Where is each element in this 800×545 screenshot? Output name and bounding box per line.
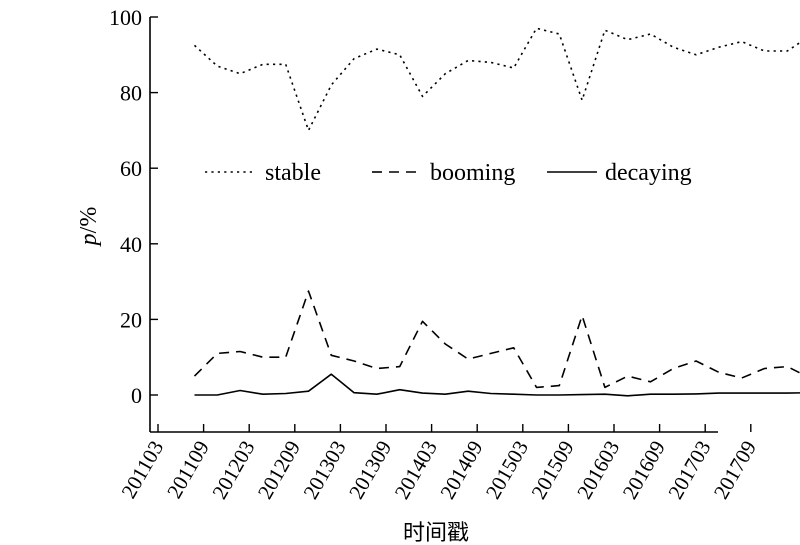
- y-tick-label: 100: [109, 5, 142, 30]
- legend-label-booming: booming: [430, 160, 515, 186]
- y-tick-label: 0: [131, 383, 142, 408]
- y-tick-label: 20: [120, 307, 142, 332]
- series-layer: [193, 27, 800, 397]
- x-tick-label: 201309: [344, 437, 396, 504]
- y-axis-label-unit: /%: [76, 207, 102, 234]
- series-line-booming: [193, 290, 800, 389]
- x-axis-label: 时间戳: [403, 521, 469, 545]
- x-tick-label: 201409: [435, 437, 487, 504]
- y-tick-label: 40: [120, 232, 142, 257]
- series-line-stable: [193, 27, 800, 132]
- legend-label-decaying: decaying: [605, 160, 692, 186]
- x-tick-label: 201209: [253, 437, 305, 504]
- series-line-decaying: [194, 373, 800, 397]
- x-tick-label: 201503: [481, 437, 533, 504]
- x-tick-label: 201109: [162, 437, 214, 503]
- x-tick-label: 201103: [116, 437, 168, 503]
- y-tick-label: 60: [120, 156, 142, 181]
- x-tick-label: 201509: [526, 437, 578, 504]
- x-tick-label: 201609: [618, 437, 670, 504]
- legend: stable booming decaying: [205, 160, 692, 186]
- y-axis-label-variable: p: [76, 233, 102, 247]
- legend-label-stable: stable: [265, 160, 321, 186]
- x-tick-label: 201703: [663, 437, 715, 504]
- x-tick-label: 201303: [298, 437, 350, 504]
- x-axis-ticks: 2011032011092012032012092013032013092014…: [116, 424, 761, 503]
- y-axis-ticks: 0 20 40 60 80 100: [109, 5, 158, 408]
- y-axis-label: p/%: [76, 207, 102, 248]
- x-tick-label: 201709: [709, 437, 761, 504]
- x-tick-label: 201603: [572, 437, 624, 504]
- x-tick-label: 201203: [207, 437, 259, 504]
- x-tick-label: 201403: [390, 437, 442, 504]
- y-tick-label: 80: [120, 81, 142, 106]
- axes: [149, 17, 718, 433]
